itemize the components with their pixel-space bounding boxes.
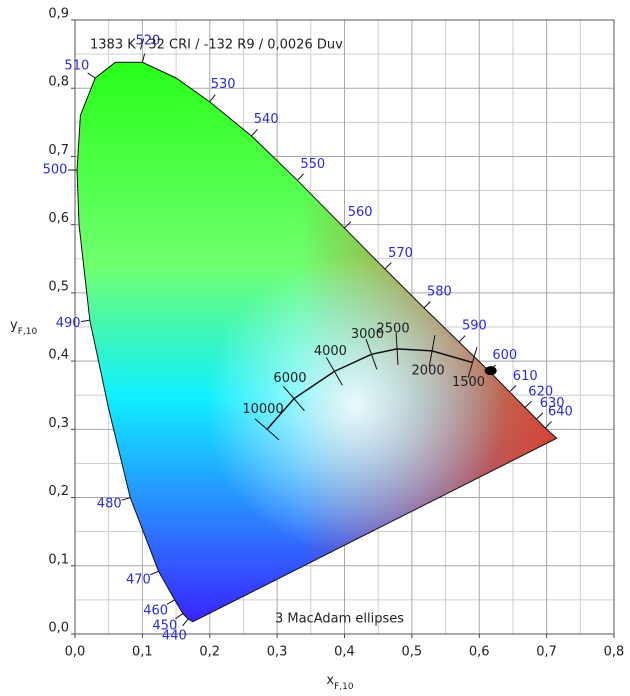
cct-label: 3000: [351, 327, 384, 342]
cct-label: 10000: [242, 402, 283, 417]
y-tick-label: 0,4: [48, 348, 69, 363]
x-tick-label: 0,3: [267, 645, 288, 660]
x-axis-label: xF,10: [326, 673, 353, 692]
y-tick-label: 0,5: [48, 279, 69, 294]
y-tick-label: 0,2: [48, 484, 69, 499]
wavelength-tick: [150, 570, 159, 576]
wavelength-tick: [209, 94, 216, 103]
x-label-main: x: [326, 673, 334, 688]
wavelength-label: 490: [56, 316, 81, 331]
wavelength-label: 600: [492, 348, 517, 363]
wavelength-tick: [524, 400, 532, 408]
isotherm: [467, 346, 478, 378]
cct-label: 1500: [452, 375, 485, 390]
x-tick-label: 0,8: [604, 645, 625, 660]
isotherm: [326, 357, 343, 386]
cct-label: 4000: [314, 344, 347, 359]
wavelength-label: 460: [143, 603, 168, 618]
isotherm: [365, 339, 378, 370]
x-tick-label: 0,5: [402, 645, 423, 660]
annotation: 1383 K / 32 CRI / -132 R9 / 0,0026 Duv: [90, 38, 343, 53]
plot-frame: [74, 19, 615, 635]
y-tick-label: 0,1: [48, 552, 69, 567]
wavelength-label: 580: [427, 285, 452, 300]
spectral-locus: [76, 61, 558, 623]
wavelength-label: 640: [548, 404, 573, 419]
isotherm: [428, 335, 436, 367]
footnote: 3 MacAdam ellipses: [275, 612, 404, 627]
wavelength-tick: [251, 128, 258, 137]
y-tick-label: 0,8: [48, 75, 69, 90]
cct-label: 2500: [377, 321, 410, 336]
wavelength-label: 590: [462, 319, 487, 334]
y-tick-label: 0,6: [48, 211, 69, 226]
x-tick-label: 0,7: [536, 645, 557, 660]
wavelength-tick: [80, 319, 90, 323]
wavelength-tick: [141, 53, 146, 63]
wavelength-label: 480: [97, 497, 122, 512]
wavelength-label: 440: [162, 629, 187, 644]
wavelength-label: 560: [348, 205, 373, 220]
wavelength-label: 610: [513, 369, 538, 384]
wavelength-tick: [458, 335, 466, 343]
cct-label: 6000: [273, 371, 306, 386]
wavelength-label: 450: [152, 619, 177, 634]
wavelength-tick: [509, 385, 517, 393]
wavelength-label: 570: [388, 246, 413, 261]
wavelength-tick: [423, 301, 431, 309]
wavelength-label: 530: [211, 77, 236, 92]
x-tick-label: 0,6: [469, 645, 490, 660]
wavelength-tick: [87, 72, 96, 79]
cct-label: 2000: [412, 363, 445, 378]
wavelength-label: 550: [300, 157, 325, 172]
y-tick-label: 0,0: [48, 621, 69, 636]
wavelength-tick: [384, 262, 392, 270]
wavelength-label: 470: [126, 573, 151, 588]
x-tick-label: 0,4: [334, 645, 355, 660]
wavelength-tick: [121, 497, 131, 501]
wavelength-tick: [175, 613, 184, 620]
wavelength-tick: [166, 599, 175, 605]
wavelength-label: 540: [254, 112, 279, 127]
wavelength-tick: [182, 618, 189, 627]
test-point: [484, 366, 497, 376]
wavelength-tick: [536, 412, 544, 420]
y-label-sub: F,10: [18, 327, 38, 337]
isotherm: [283, 386, 305, 412]
y-axis-label: yF,10: [10, 318, 37, 337]
wavelength-tick: [344, 221, 352, 229]
x-tick-label: 0,2: [199, 645, 220, 660]
x-tick-label: 0,0: [65, 645, 86, 660]
y-tick-label: 0,3: [48, 416, 69, 431]
wavelength-label: 520: [135, 33, 160, 48]
x-tick-label: 0,1: [132, 645, 153, 660]
wavelength-tick: [296, 173, 305, 181]
wavelength-tick: [544, 421, 552, 429]
y-label-main: y: [10, 318, 18, 333]
isotherm: [254, 418, 280, 441]
wavelength-label: 620: [528, 385, 553, 400]
y-tick-label: 0,9: [48, 7, 69, 22]
wavelength-label: 630: [540, 396, 565, 411]
y-tick-label: 0,7: [48, 143, 69, 158]
isotherm: [395, 332, 399, 365]
wavelength-label: 500: [43, 162, 68, 177]
wavelength-label: 510: [64, 58, 89, 73]
x-label-sub: F,10: [334, 682, 354, 692]
